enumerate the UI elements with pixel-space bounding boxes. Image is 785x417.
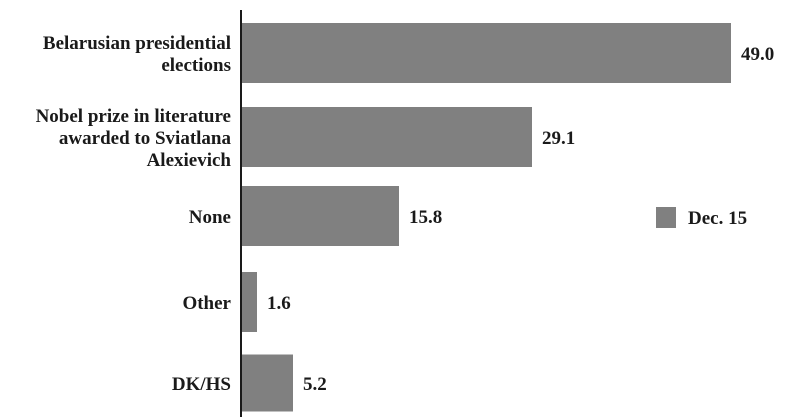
value-label-3: 1.6	[267, 293, 291, 314]
bar-3	[241, 272, 257, 332]
value-label-4: 5.2	[303, 374, 327, 395]
value-label-1: 29.1	[542, 128, 575, 149]
category-label-3-line-0: Other	[182, 293, 231, 314]
value-labels-group: 49.0 29.1 15.8 1.6 5.2	[267, 44, 774, 395]
legend: Dec. 15	[656, 207, 747, 229]
category-label-4-line-0: DK/HS	[172, 374, 231, 395]
bar-1	[241, 107, 532, 167]
legend-label: Dec. 15	[688, 208, 747, 229]
category-label-0-line-0: Belarusian presidential	[43, 33, 231, 54]
value-label-2: 15.8	[409, 207, 442, 228]
bar-0	[241, 23, 731, 83]
value-label-0: 49.0	[741, 44, 774, 65]
category-label-1-line-0: Nobel prize in literature	[36, 106, 231, 127]
category-label-2-line-0: None	[189, 207, 231, 228]
bar-4	[241, 354, 293, 412]
category-label-1-line-2: Alexievich	[147, 150, 232, 171]
category-label-0-line-1: elections	[161, 55, 231, 76]
category-label-1-line-1: awarded to Sviatlana	[59, 128, 232, 149]
bar-2	[241, 186, 399, 246]
legend-swatch	[656, 207, 676, 228]
bars-group	[241, 23, 731, 412]
